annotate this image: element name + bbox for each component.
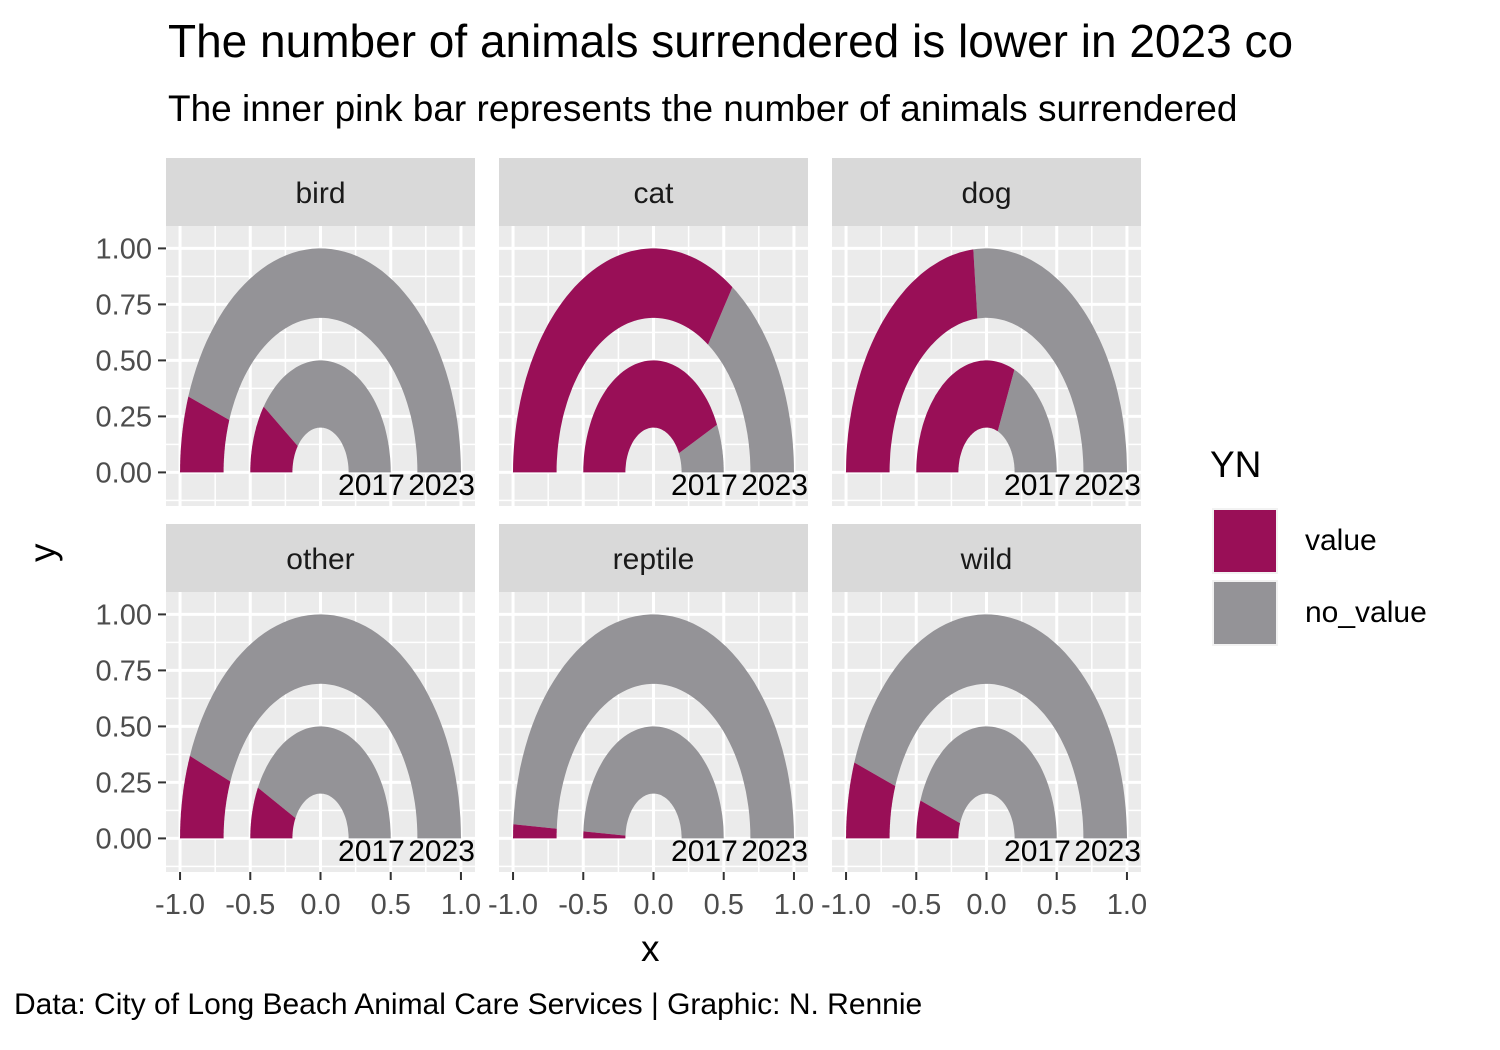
facet-panel-bird: bird 2017 2023 1.00 0.75 0.50 0.25 0.00 xyxy=(96,158,475,506)
ring-inner-2017-no-value xyxy=(583,726,724,839)
ring-outer-2023-value xyxy=(180,755,231,839)
ring-inner-2017-value xyxy=(916,800,961,839)
ring-inner-2017-no-value xyxy=(920,726,1057,839)
x-tick-label: 0.5 xyxy=(1037,889,1077,921)
x-tick-label: -0.5 xyxy=(225,889,275,921)
facet-strip-label: other xyxy=(286,543,354,576)
y-axis-label: y xyxy=(22,543,63,563)
ring-label-2017: 2017 xyxy=(338,469,405,502)
ring-label-2017: 2017 xyxy=(338,835,405,868)
x-tick-label: 0.0 xyxy=(300,889,340,921)
legend-title: YN xyxy=(1210,444,1262,485)
y-tick-label: 0.00 xyxy=(96,823,152,855)
ring-outer-2023-value xyxy=(513,248,733,473)
facet-strip xyxy=(499,524,808,592)
ring-outer-2023-no-value xyxy=(854,614,1127,839)
facet-strip-label: bird xyxy=(295,177,345,210)
y-tick-label: 0.75 xyxy=(96,655,152,687)
legend-label-value: value xyxy=(1305,524,1377,557)
facet-strip xyxy=(832,524,1141,592)
x-axis-label: x xyxy=(641,928,660,969)
x-tick-label: -0.5 xyxy=(891,889,941,921)
ring-label-2023: 2023 xyxy=(1074,469,1141,502)
y-tick-label: 0.50 xyxy=(96,711,152,743)
legend-label-no-value: no_value xyxy=(1305,596,1427,629)
facet-panel-reptile: reptile 2017 2023 -1.0 -0.5 0.0 0.5 1.0 xyxy=(488,524,814,921)
x-tick-label: 0.5 xyxy=(371,889,411,921)
ring-inner-2017-value xyxy=(583,831,626,839)
ring-label-2023: 2023 xyxy=(1074,835,1141,868)
ring-inner-2017-value xyxy=(250,787,296,839)
x-tick-label: 1.0 xyxy=(1107,889,1147,921)
facet-strip xyxy=(832,158,1141,226)
legend-key-no-value xyxy=(1212,580,1278,646)
y-tick-label: 1.00 xyxy=(96,233,152,265)
ring-outer-2023-no-value xyxy=(973,248,1127,473)
ring-outer-2023-value xyxy=(180,396,230,473)
facet-strip xyxy=(166,524,475,592)
ring-inner-2017-no-value xyxy=(263,360,391,473)
chart-title: The number of animals surrendered is low… xyxy=(168,15,1294,67)
y-tick-label: 1.00 xyxy=(96,599,152,631)
ring-label-2023: 2023 xyxy=(408,835,475,868)
ring-outer-2023-no-value xyxy=(708,287,794,473)
ring-inner-2017-no-value xyxy=(257,726,391,839)
facet-strip xyxy=(166,158,475,226)
y-tick-label: 0.75 xyxy=(96,289,152,321)
x-tick-label: -0.5 xyxy=(558,889,608,921)
facet-strip-label: reptile xyxy=(613,543,695,576)
ring-inner-2017-value xyxy=(250,406,298,473)
chart-caption: Data: City of Long Beach Animal Care Ser… xyxy=(14,988,923,1021)
ring-label-2023: 2023 xyxy=(408,469,475,502)
x-tick-label: 1.0 xyxy=(441,889,481,921)
y-tick-label: 0.50 xyxy=(96,345,152,377)
y-tick-label: 0.00 xyxy=(96,457,152,489)
ring-outer-2023-value xyxy=(513,824,557,839)
ring-inner-2017-no-value xyxy=(678,424,724,473)
ring-label-2023: 2023 xyxy=(741,835,808,868)
x-tick-label: -1.0 xyxy=(488,889,538,921)
legend-key-value xyxy=(1212,508,1278,574)
ring-label-2017: 2017 xyxy=(1004,469,1071,502)
facet-panel-wild: wild 2017 2023 -1.0 -0.5 0.0 0.5 1.0 xyxy=(821,524,1147,921)
ring-label-2017: 2017 xyxy=(671,835,738,868)
facet-strip-label: wild xyxy=(960,543,1013,576)
y-tick-label: 0.25 xyxy=(96,767,152,799)
ring-outer-2023-value xyxy=(846,762,896,839)
ring-inner-2017-no-value xyxy=(997,369,1057,473)
ring-label-2023: 2023 xyxy=(741,469,808,502)
facet-strip-label: dog xyxy=(961,177,1011,210)
ring-inner-2017-value xyxy=(583,360,717,473)
facet-panel-other: other 2017 2023 1.00 0.75 0.50 0.25 0.00 -1.0 -0.… xyxy=(96,524,481,921)
x-tick-label: -1.0 xyxy=(155,889,205,921)
facet-panel-dog: dog 2017 2023 xyxy=(832,158,1141,506)
y-tick-label: 0.25 xyxy=(96,401,152,433)
ring-outer-2023-no-value xyxy=(513,614,794,839)
ring-label-2017: 2017 xyxy=(671,469,738,502)
facet-strip-label: cat xyxy=(633,177,674,210)
ring-outer-2023-value xyxy=(846,249,978,473)
ring-inner-2017-value xyxy=(916,360,1015,473)
x-tick-label: -1.0 xyxy=(821,889,871,921)
chart-subtitle: The inner pink bar represents the number… xyxy=(168,88,1238,129)
facet-panel-cat: cat 2017 2023 xyxy=(499,158,808,506)
x-tick-label: 1.0 xyxy=(774,889,814,921)
ring-outer-2023-no-value xyxy=(189,614,461,839)
ring-label-2017: 2017 xyxy=(1004,835,1071,868)
ring-outer-2023-no-value xyxy=(188,248,462,473)
x-tick-label: 0.5 xyxy=(704,889,744,921)
x-tick-label: 0.0 xyxy=(966,889,1006,921)
facet-strip xyxy=(499,158,808,226)
x-tick-label: 0.0 xyxy=(633,889,673,921)
